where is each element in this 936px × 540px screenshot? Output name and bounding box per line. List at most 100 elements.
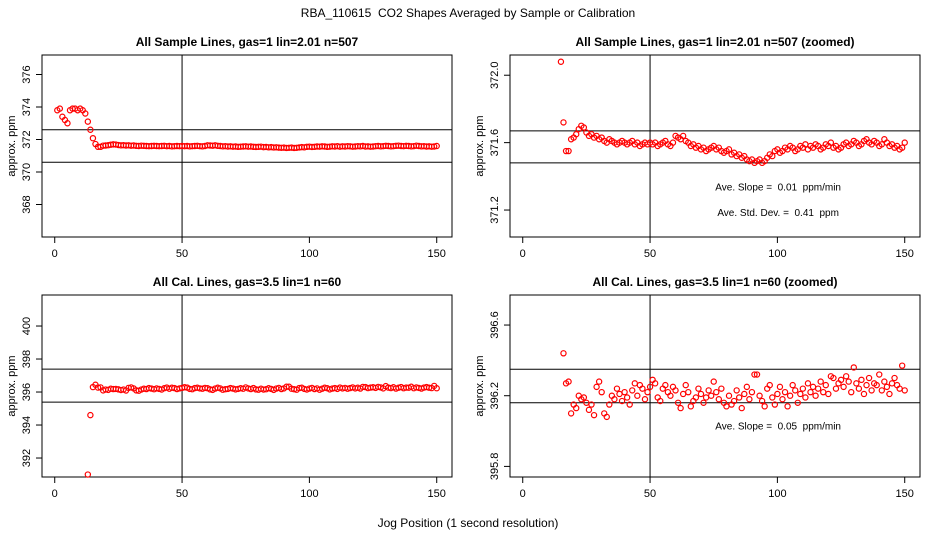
data-point	[278, 385, 285, 393]
data-point	[881, 378, 888, 385]
data-point	[557, 58, 565, 65]
panel-title: All Sample Lines, gas=1 lin=2.01 n=507	[136, 35, 359, 49]
data-point	[786, 392, 794, 399]
data-point	[667, 392, 674, 399]
data-point	[598, 388, 605, 396]
data-point	[769, 394, 776, 401]
x-tick-label: 100	[768, 248, 786, 260]
data-point	[560, 350, 567, 357]
y-tick-label: 395.8	[489, 453, 501, 481]
data-point	[860, 390, 868, 398]
data-point	[565, 378, 572, 385]
x-tick-label: 50	[176, 248, 188, 260]
data-point	[715, 396, 723, 403]
data-point	[868, 387, 875, 394]
y-tick-label: 396.6	[489, 311, 501, 339]
data-point	[898, 144, 906, 151]
data-point	[901, 139, 908, 146]
data-point	[682, 381, 689, 389]
data-point	[822, 381, 829, 389]
data-point	[753, 371, 761, 378]
data-point	[646, 383, 654, 391]
data-point	[766, 381, 773, 389]
y-axis-label: approx. ppm	[474, 115, 486, 176]
data-point	[845, 378, 852, 385]
y-tick-label: 396.2	[489, 382, 501, 410]
data-point	[855, 385, 863, 392]
data-point	[651, 380, 659, 387]
data-point	[621, 388, 628, 396]
data-point	[901, 387, 908, 394]
data-point	[697, 390, 705, 398]
data-point	[718, 385, 725, 392]
data-point	[781, 388, 789, 396]
data-point	[820, 388, 827, 396]
data-point	[873, 381, 880, 389]
x-axis-label: Jog Position (1 second resolution)	[378, 516, 559, 530]
y-tick-label: 370	[21, 163, 33, 181]
x-tick-label: 50	[644, 248, 656, 260]
data-point	[629, 387, 636, 394]
data-point	[657, 397, 664, 405]
data-point	[837, 376, 845, 384]
data-point	[580, 394, 588, 401]
data-point	[748, 388, 756, 396]
x-tick-label: 0	[520, 488, 526, 500]
data-point	[827, 139, 835, 146]
data-point	[618, 397, 626, 405]
data-point	[738, 404, 745, 412]
data-point	[751, 371, 758, 378]
data-point	[87, 411, 94, 419]
data-point	[792, 387, 799, 394]
data-point	[700, 399, 707, 406]
data-point	[567, 410, 575, 417]
data-point	[707, 392, 715, 399]
data-point	[702, 394, 710, 401]
data-point	[812, 392, 819, 399]
panel-title: All Cal. Lines, gas=3.5 lin=1 n=60	[153, 275, 342, 289]
data-point	[644, 388, 651, 396]
data-point	[746, 396, 753, 403]
y-tick-label: 398	[21, 350, 33, 368]
data-point	[878, 387, 886, 394]
x-tick-label: 100	[300, 248, 318, 260]
x-tick-label: 150	[896, 248, 914, 260]
data-point	[713, 388, 720, 396]
data-point	[735, 394, 743, 401]
data-point	[677, 404, 684, 412]
annotation: Ave. Slope = 0.01 ppm/min	[715, 183, 841, 194]
data-point	[603, 413, 610, 421]
data-point	[840, 383, 847, 391]
data-point	[433, 142, 440, 150]
x-tick-label: 50	[644, 488, 656, 500]
data-point	[616, 390, 623, 398]
data-point	[56, 105, 64, 112]
data-point	[588, 401, 595, 408]
data-point	[84, 471, 92, 478]
y-tick-label: 372	[21, 130, 33, 148]
x-tick-label: 150	[896, 488, 914, 500]
y-tick-label: 374	[21, 98, 33, 116]
y-tick-label: 394	[21, 416, 33, 434]
data-point	[802, 394, 809, 401]
x-tick-label: 0	[52, 248, 58, 260]
data-point	[804, 380, 812, 387]
data-point	[758, 397, 766, 405]
data-point	[733, 387, 740, 394]
data-point	[883, 383, 891, 391]
data-point	[611, 396, 618, 403]
data-point	[725, 146, 733, 153]
data-point	[573, 404, 580, 412]
data-point	[87, 126, 94, 133]
data-point	[817, 378, 824, 385]
y-tick-label: 376	[21, 65, 33, 83]
data-point	[679, 390, 687, 398]
data-point	[710, 378, 717, 385]
data-point	[590, 411, 598, 419]
y-tick-label: 368	[21, 195, 33, 213]
x-tick-label: 50	[176, 488, 188, 500]
data-point	[898, 362, 906, 369]
figure-title: RBA_110615 CO2 Shapes Averaged by Sample…	[301, 6, 635, 20]
data-point	[692, 394, 700, 401]
